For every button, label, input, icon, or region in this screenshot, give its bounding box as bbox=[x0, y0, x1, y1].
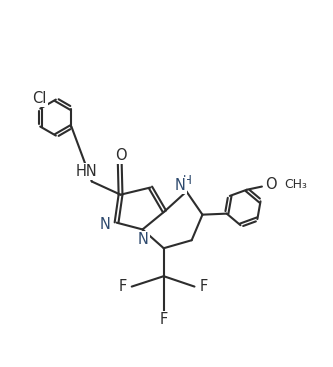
Text: O: O bbox=[115, 148, 126, 163]
Text: HN: HN bbox=[76, 164, 98, 179]
Text: N: N bbox=[175, 178, 186, 193]
Text: H: H bbox=[183, 174, 192, 187]
Text: N: N bbox=[138, 232, 149, 247]
Text: F: F bbox=[160, 312, 168, 327]
Text: N: N bbox=[100, 217, 111, 232]
Text: F: F bbox=[199, 279, 207, 294]
Text: F: F bbox=[119, 279, 127, 294]
Text: CH₃: CH₃ bbox=[284, 178, 307, 192]
Text: O: O bbox=[265, 177, 276, 192]
Text: Cl: Cl bbox=[32, 91, 47, 106]
